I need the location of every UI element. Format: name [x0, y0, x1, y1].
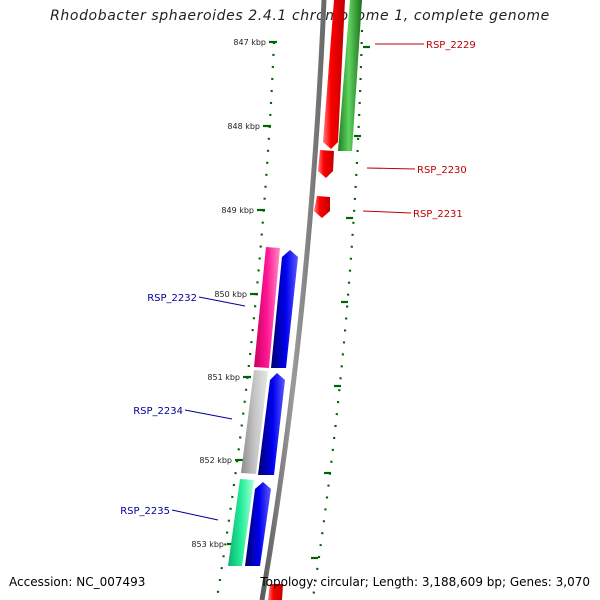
reverse-cds-blue[interactable] [258, 373, 285, 475]
gene-leader-line [198, 296, 246, 307]
scale-tick-label: 851 kbp [207, 373, 240, 382]
gene-leader-line [362, 210, 412, 214]
scale-tick-label: 847 kbp [233, 38, 266, 47]
gene-labels: RSP_2229 RSP_2230 RSP_2231 RSP_2232 RSP_2234… [120, 40, 476, 521]
map-title: Rhodobacter sphaeroides 2.4.1 chromosome… [50, 8, 550, 24]
forward-gene-red[interactable] [318, 150, 334, 178]
forward-gene-red[interactable] [268, 584, 283, 600]
reverse-gene-mint[interactable] [228, 479, 254, 566]
reverse-gene-magenta[interactable] [254, 247, 280, 368]
scale-tick-label: 850 kbp [214, 290, 247, 299]
scale-ruler-dots [215, 41, 276, 599]
reverse-cds-blue[interactable] [271, 250, 298, 368]
gene-label[interactable]: RSP_2230 [417, 165, 467, 176]
gene-label[interactable]: RSP_2235 [120, 506, 170, 517]
reverse-cds-blue[interactable] [245, 482, 271, 566]
reverse-gene-gray[interactable] [241, 370, 268, 474]
scale-tick-label: 849 kbp [221, 206, 254, 215]
gene-label[interactable]: RSP_2234 [133, 406, 183, 417]
gene-label[interactable]: RSP_2232 [147, 293, 197, 304]
gene-leader-line [366, 167, 416, 170]
genome-summary-text: Topology: circular; Length: 3,188,609 bp… [260, 575, 590, 589]
forward-gene-red[interactable] [323, 0, 345, 149]
gene-label[interactable]: RSP_2231 [413, 209, 463, 220]
genome-backbone [259, 0, 327, 600]
gene-leader-line [171, 509, 219, 521]
scale-tick-label: 852 kbp [199, 456, 232, 465]
backbone-line [259, 0, 327, 600]
gene-label[interactable]: RSP_2229 [426, 40, 476, 51]
scale-tick-label: 853 kbp [191, 540, 224, 549]
outer-ruler-dots [311, 29, 364, 599]
scale-ruler: 847 kbp 848 kbp 849 kbp 850 kbp 851 kbp 852 k… [191, 29, 370, 599]
feature-track [228, 0, 362, 600]
forward-cds-green[interactable] [338, 0, 362, 151]
accession-text: Accession: NC_007493 [9, 575, 146, 589]
forward-gene-red[interactable] [314, 196, 330, 218]
gene-leader-line [184, 409, 233, 420]
scale-tick-label: 848 kbp [227, 122, 260, 131]
